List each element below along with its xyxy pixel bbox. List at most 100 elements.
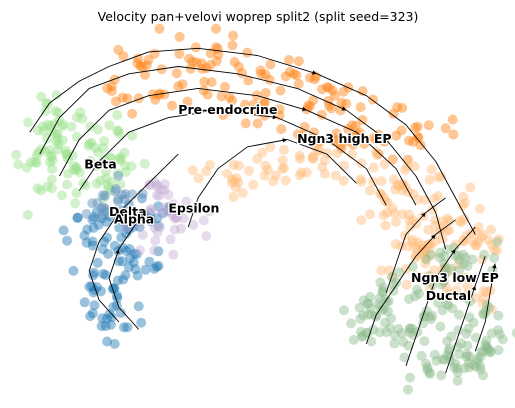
cell-point [100,270,111,280]
cell-point [348,334,359,345]
cell-point [42,119,53,130]
cell-point [425,238,436,249]
cell-point [122,93,133,104]
cell-point [109,240,120,251]
cell-point [83,140,94,151]
cell-point [115,155,126,166]
cell-point [409,161,420,172]
cell-point [144,256,155,267]
cell-point [440,123,451,134]
cell-point [349,136,360,147]
cell-point [100,321,111,332]
cell-point [103,182,114,193]
cell-point [453,250,463,261]
cell-point [403,340,414,351]
cell-point [404,323,415,334]
cell-point [47,155,58,166]
cell-point [109,338,120,349]
cell-point [47,163,58,174]
cell-point [354,302,365,313]
cell-point [233,61,244,72]
cell-point [493,325,504,336]
cell-point [412,194,423,205]
cell-point [93,147,104,158]
cell-point [118,51,129,62]
cell-point [135,211,146,222]
velocity-streamline [39,66,447,250]
cell-point [329,90,340,101]
cell-point [100,166,111,177]
cell-point [140,264,151,275]
cell-point [486,346,497,357]
cell-point [50,136,61,147]
cell-point [36,91,47,102]
cell-point [497,334,508,345]
cell-point [155,222,166,233]
cell-point [153,221,164,231]
cell-point [460,252,471,263]
cell-point [402,154,413,165]
cell-point [405,323,415,334]
cell-point [74,167,85,178]
cell-point [487,239,497,250]
cell-point [89,300,100,311]
cell-point [165,234,176,245]
cell-point [374,327,385,338]
cell-point [42,98,53,109]
cell-point [443,300,454,310]
cell-point [150,235,161,246]
cell-point [476,232,487,243]
cell-point [114,128,125,139]
cell-point [429,349,440,360]
cell-point [377,286,388,297]
cell-point [167,100,177,111]
cell-point [201,231,212,242]
cell-point [46,151,57,162]
cell-point [81,237,92,248]
cell-point [390,216,401,227]
cell-point [222,168,232,179]
cell-point [429,265,439,276]
cell-point [252,153,263,164]
cell-point [486,224,496,235]
cell-point [149,245,160,256]
cell-point [445,355,456,366]
cluster-labels-layer: Pre-endocrine Ngn3 high EP Beta Epsilon Delt… [83,101,500,305]
cell-point [79,297,90,308]
cell-point [377,287,388,298]
cell-point [448,129,459,140]
cell-point [389,208,400,219]
cell-point [277,155,288,166]
cell-point [131,249,142,260]
cell-point [240,118,251,129]
cell-point [336,143,347,154]
cell-point [404,294,415,304]
cell-point [134,245,145,256]
cell-point [23,117,34,128]
cell-point [75,107,86,118]
cell-point [336,97,347,108]
velocity-streamline [405,226,476,366]
cell-point [279,144,289,155]
cell-point [153,246,164,257]
cell-point [184,53,195,64]
cell-point [120,189,131,200]
cell-point [382,306,393,317]
cell-point [308,95,319,106]
cluster-label: Ngn3 low EP [411,270,499,285]
cell-point [346,318,357,329]
cell-point [464,312,475,323]
cell-point [328,133,339,144]
cell-point [439,251,450,262]
cell-point [41,98,52,108]
cell-point [460,272,471,283]
cell-point [294,150,305,161]
cell-point [227,40,238,51]
cluster-label: Ductal [426,288,471,303]
cell-point [152,227,163,238]
cell-point [482,342,492,352]
cell-point [355,174,366,185]
cell-point [347,120,357,131]
cell-point [140,69,150,80]
cell-point [362,298,373,309]
